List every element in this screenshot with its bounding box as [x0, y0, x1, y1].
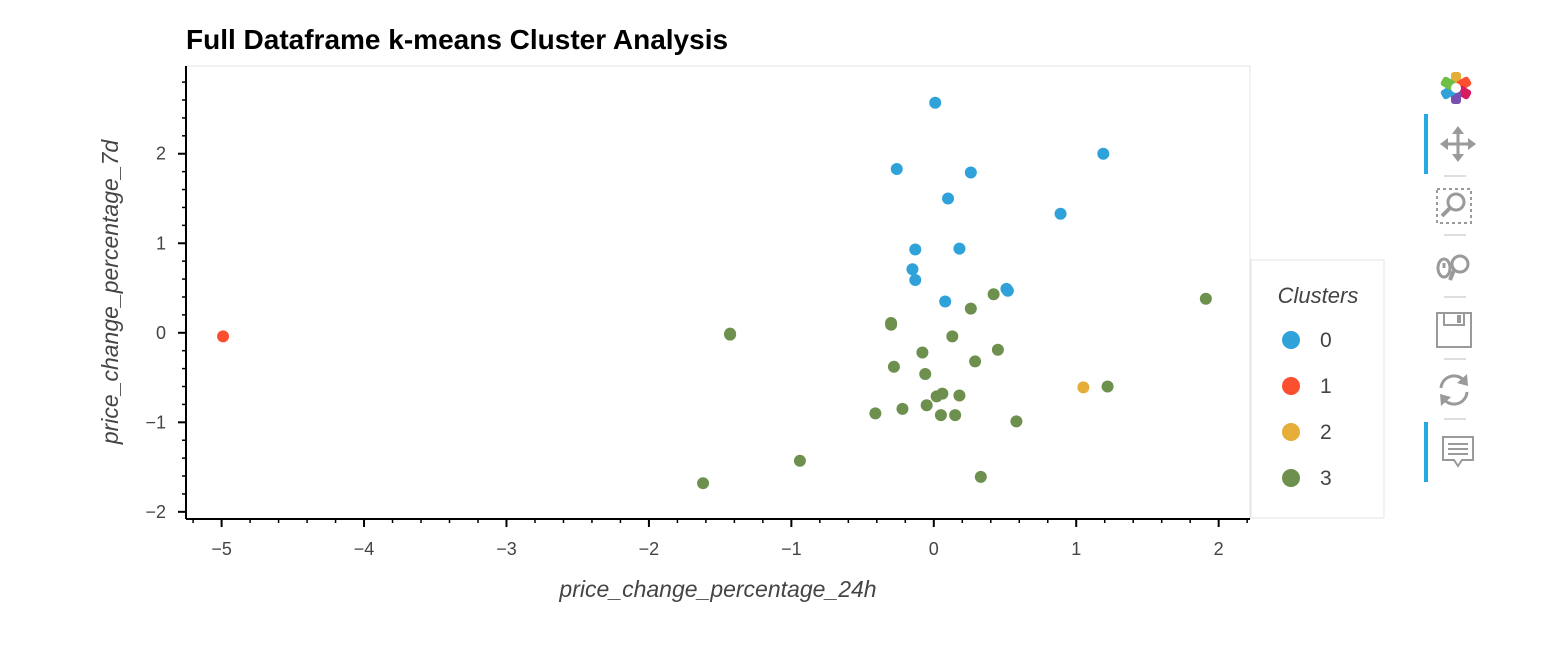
- x-axis-label: price_change_percentage_24h: [558, 576, 876, 602]
- scatter-point-cluster-0[interactable]: [906, 263, 919, 276]
- scatter-point-cluster-3[interactable]: [887, 360, 900, 373]
- scatter-point-cluster-3[interactable]: [964, 302, 977, 315]
- hover-icon[interactable]: [1424, 422, 1488, 482]
- legend-label: 1: [1320, 375, 1332, 398]
- x-tick-label: 2: [1214, 539, 1224, 559]
- x-tick-label: −1: [781, 539, 802, 559]
- scatter-point-cluster-3[interactable]: [1010, 415, 1023, 428]
- legend-marker: [1282, 423, 1300, 441]
- scatter-point-cluster-3[interactable]: [697, 477, 710, 490]
- scatter-points: [217, 96, 1212, 490]
- x-tick-label: 1: [1071, 539, 1081, 559]
- y-tick-label: 2: [156, 144, 166, 164]
- scatter-point-cluster-2[interactable]: [1077, 381, 1090, 394]
- scatter-point-cluster-3[interactable]: [896, 402, 909, 415]
- toolbar: [1424, 62, 1488, 492]
- scatter-point-cluster-3[interactable]: [1199, 292, 1212, 305]
- scatter-point-cluster-0[interactable]: [1097, 147, 1110, 160]
- scatter-point-cluster-3[interactable]: [793, 454, 806, 467]
- y-tick-label: 0: [156, 323, 166, 343]
- scatter-point-cluster-0[interactable]: [1054, 207, 1067, 220]
- scatter-point-cluster-1[interactable]: [217, 330, 230, 343]
- scatter-point-cluster-3[interactable]: [987, 288, 1000, 301]
- x-tick-label: −2: [639, 539, 660, 559]
- legend-label: 0: [1320, 329, 1332, 352]
- scatter-point-cluster-3[interactable]: [969, 355, 982, 368]
- reset-icon[interactable]: [1424, 360, 1488, 420]
- legend: Clusters 0 1 2 3: [1250, 259, 1385, 519]
- scatter-point-cluster-0[interactable]: [909, 243, 922, 256]
- scatter-point-cluster-0[interactable]: [929, 96, 942, 109]
- scatter-point-cluster-0[interactable]: [1001, 284, 1014, 297]
- scatter-point-cluster-3[interactable]: [949, 409, 962, 422]
- legend-label: 2: [1320, 421, 1332, 444]
- scatter-point-cluster-3[interactable]: [919, 367, 932, 380]
- scatter-point-cluster-0[interactable]: [964, 166, 977, 179]
- legend-label: 3: [1320, 467, 1332, 490]
- bokeh-logo-icon[interactable]: [1424, 56, 1488, 116]
- pan-icon[interactable]: [1424, 114, 1488, 174]
- scatter-point-cluster-3[interactable]: [974, 470, 987, 483]
- scatter-point-cluster-3[interactable]: [991, 343, 1004, 356]
- scatter-point-cluster-0[interactable]: [942, 192, 955, 205]
- x-tick-label: −3: [496, 539, 517, 559]
- y-tick-label: −1: [145, 412, 166, 432]
- save-icon[interactable]: [1424, 300, 1488, 360]
- legend-marker: [1282, 331, 1300, 349]
- chart-title: Full Dataframe k-means Cluster Analysis: [186, 24, 728, 55]
- scatter-point-cluster-3[interactable]: [1101, 380, 1114, 393]
- legend-box: [1250, 259, 1385, 519]
- scatter-point-cluster-3[interactable]: [869, 407, 882, 420]
- scatter-point-cluster-3[interactable]: [934, 409, 947, 422]
- scatter-point-cluster-3[interactable]: [936, 387, 949, 400]
- x-tick-label: −5: [211, 539, 232, 559]
- legend-marker: [1282, 377, 1300, 395]
- scatter-point-cluster-0[interactable]: [953, 242, 966, 255]
- wheel-zoom-icon[interactable]: [1424, 238, 1488, 298]
- axes: −5 −4 −3 −2 −1 0 1 2 −2 −1 0 1 2: [145, 66, 1250, 559]
- scatter-point-cluster-3[interactable]: [946, 330, 959, 343]
- scatter-point-cluster-3[interactable]: [724, 328, 737, 341]
- x-tick-label: −4: [354, 539, 375, 559]
- x-tick-label: 0: [929, 539, 939, 559]
- scatter-point-cluster-3[interactable]: [920, 399, 933, 412]
- scatter-point-cluster-0[interactable]: [890, 162, 903, 175]
- box-zoom-icon[interactable]: [1424, 176, 1488, 236]
- scatter-point-cluster-0[interactable]: [909, 273, 922, 286]
- scatter-point-cluster-0[interactable]: [939, 295, 952, 308]
- y-axis-label: price_change_percentage_7d: [97, 139, 123, 446]
- plot-frame[interactable]: [185, 65, 1251, 520]
- scatter-point-cluster-3[interactable]: [953, 389, 966, 402]
- scatter-point-cluster-3[interactable]: [885, 318, 898, 331]
- legend-marker: [1282, 469, 1300, 487]
- scatter-point-cluster-3[interactable]: [916, 346, 929, 359]
- y-tick-label: 1: [156, 233, 166, 253]
- y-tick-label: −2: [145, 502, 166, 522]
- legend-title: Clusters: [1278, 283, 1359, 308]
